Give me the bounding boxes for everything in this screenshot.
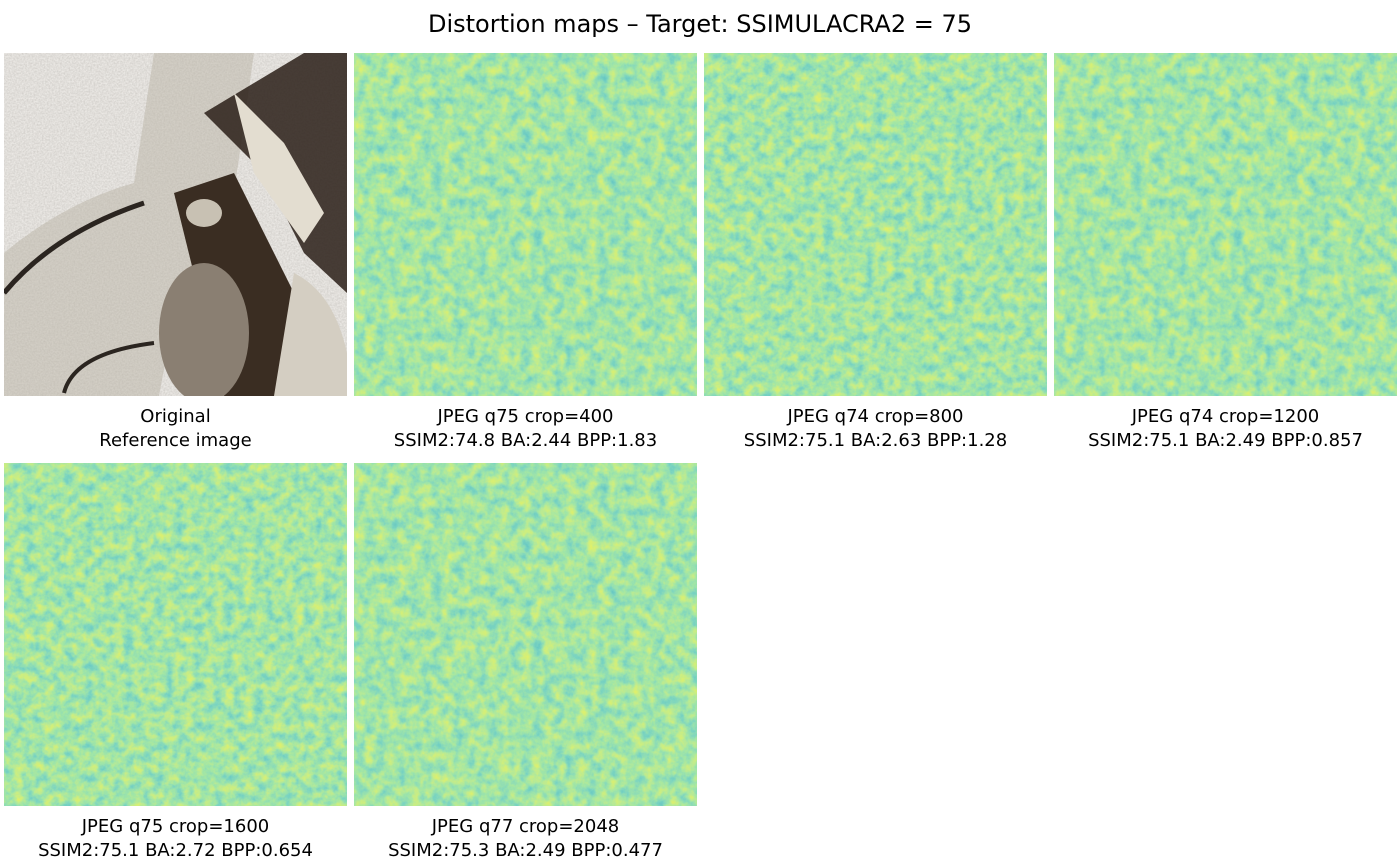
panel-caption-line1: JPEG q77 crop=2048 [431, 816, 620, 837]
panel-caption-line1: JPEG q75 crop=1600 [81, 816, 270, 837]
panel-caption-line1: JPEG q75 crop=400 [437, 406, 614, 427]
panel-caption-line2: SSIM2:75.1 BA:2.49 BPP:0.857 [1088, 430, 1363, 451]
original-image [4, 53, 347, 396]
panel-caption-line2: SSIM2:75.1 BA:2.72 BPP:0.654 [38, 840, 313, 861]
figure-title: Distortion maps – Target: SSIMULACRA2 = … [427, 10, 973, 38]
panel-caption-line2: SSIM2:75.1 BA:2.63 BPP:1.28 [743, 430, 1008, 451]
panel-caption-line1: JPEG q74 crop=1200 [1131, 406, 1320, 427]
distortion-map-panel [354, 53, 697, 396]
distortion-map-panel [704, 53, 1047, 396]
distortion-map-panel [1054, 53, 1397, 396]
panel-caption-line2: Reference image [99, 430, 252, 451]
panel-caption-line2: SSIM2:74.8 BA:2.44 BPP:1.83 [393, 430, 658, 451]
panel-caption-line1: JPEG q74 crop=800 [787, 406, 964, 427]
panel-caption-line1: Original [140, 406, 211, 427]
distortion-map-panel [354, 463, 697, 806]
panel-caption-line2: SSIM2:75.3 BA:2.49 BPP:0.477 [388, 840, 663, 861]
distortion-map-panel [4, 463, 347, 806]
